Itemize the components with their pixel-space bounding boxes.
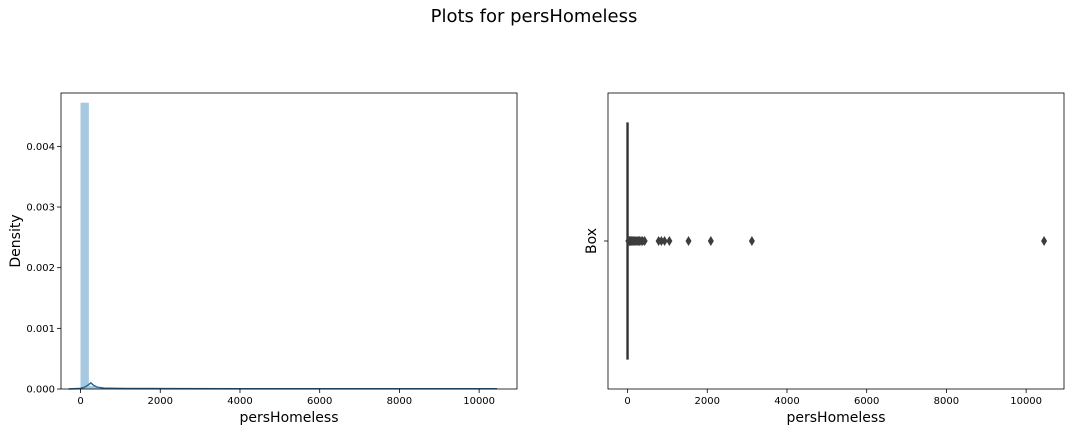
histogram-frame xyxy=(60,92,518,390)
x-axis-label: persHomeless xyxy=(787,410,886,426)
histogram-bar xyxy=(80,102,89,389)
x-tick-label: 0 xyxy=(624,396,630,407)
x-axis-label: persHomeless xyxy=(240,410,339,426)
x-tick-label: 10000 xyxy=(1010,396,1042,407)
x-tick-label: 6000 xyxy=(307,396,332,407)
outlier-point xyxy=(1041,236,1048,246)
outlier-point xyxy=(707,236,714,246)
x-tick-label: 2000 xyxy=(695,396,720,407)
outlier-point xyxy=(641,236,648,246)
outlier-point xyxy=(661,236,668,246)
y-tick-label: 0.003 xyxy=(26,203,55,214)
x-tick-label: 4000 xyxy=(774,396,799,407)
histogram-chart: 0 2000 4000 6000 8000 10000 0.000 0.001 0.002 0.0… xyxy=(8,92,518,426)
outlier-point xyxy=(658,236,665,246)
x-tick-label: 8000 xyxy=(387,396,412,407)
x-tick-label: 2000 xyxy=(148,396,173,407)
y-tick-label: 0.002 xyxy=(26,263,55,274)
y-tick-label: 0.004 xyxy=(26,142,55,153)
y-tick-label: 0.001 xyxy=(26,324,55,335)
histogram-bar xyxy=(97,388,106,389)
figure-title: Plots for persHomeless xyxy=(431,6,638,27)
x-tick-label: 8000 xyxy=(934,396,959,407)
x-tick-label: 10000 xyxy=(463,396,495,407)
outlier-point xyxy=(666,236,673,246)
x-tick-label: 0 xyxy=(77,396,83,407)
y-axis-label: Density xyxy=(8,214,24,267)
x-tick-label: 4000 xyxy=(227,396,252,407)
outlier-point xyxy=(685,236,692,246)
outlier-point xyxy=(748,236,755,246)
y-tick-label: 0.000 xyxy=(26,385,55,396)
histogram-bar xyxy=(88,385,98,389)
y-axis-label: Box xyxy=(584,228,600,254)
kde-line xyxy=(68,381,498,390)
boxplot-frame xyxy=(607,92,1065,390)
x-tick-label: 6000 xyxy=(854,396,879,407)
boxplot-chart: 0 2000 4000 6000 8000 10000 persHomeless Box xyxy=(584,92,1065,426)
